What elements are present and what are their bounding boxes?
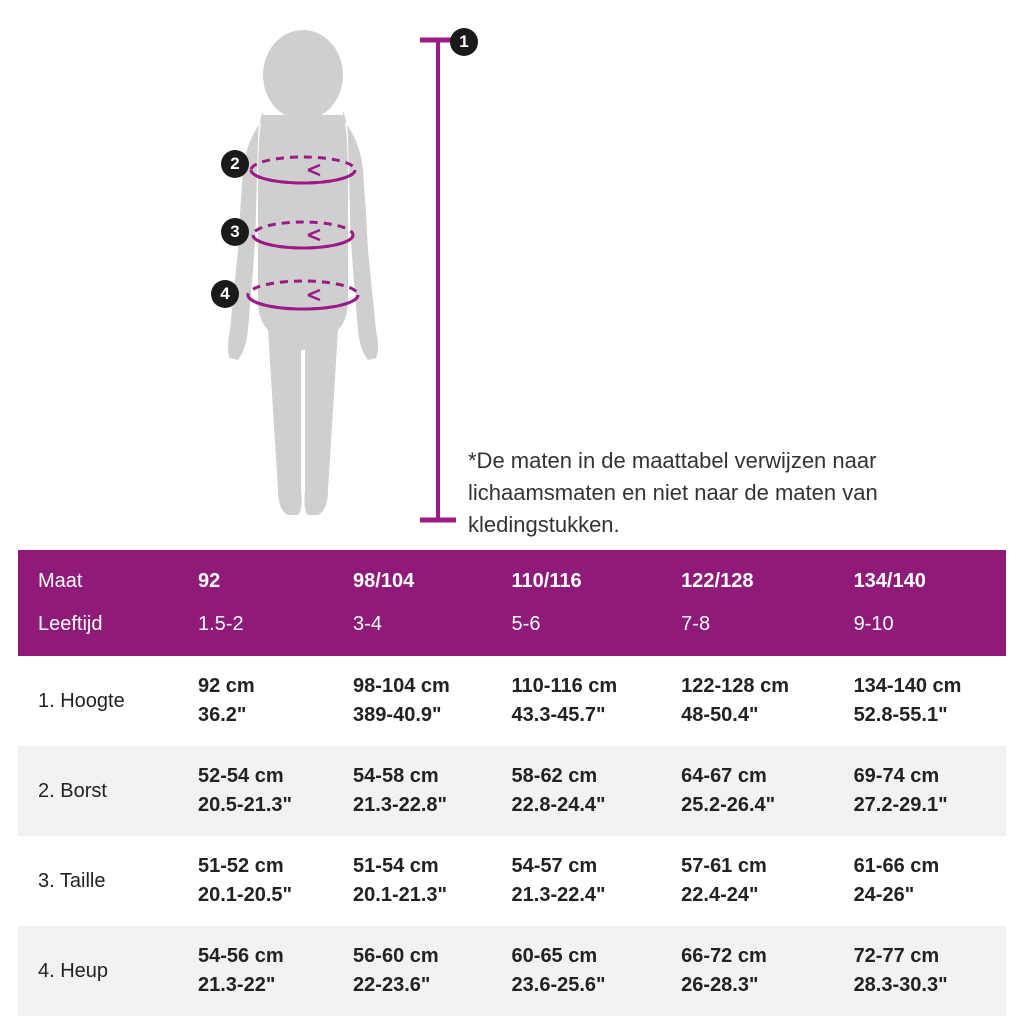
header-value: 5-6: [492, 603, 662, 656]
value-cm: 98-104 cm: [353, 672, 481, 701]
row-value: 134-140 cm52.8-55.1": [834, 656, 1006, 746]
value-in: 48-50.4": [681, 701, 823, 730]
row-label: 2. Borst: [18, 746, 178, 836]
value-cm: 122-128 cm: [681, 672, 823, 701]
row-value: 54-58 cm21.3-22.8": [333, 746, 491, 836]
value-cm: 54-58 cm: [353, 762, 481, 791]
value-in: 20.5-21.3": [198, 791, 323, 820]
value-in: 36.2": [198, 701, 323, 730]
row-value: 54-56 cm21.3-22": [178, 926, 333, 1016]
value-cm: 58-62 cm: [512, 762, 652, 791]
row-value: 58-62 cm22.8-24.4": [492, 746, 662, 836]
row-value: 110-116 cm43.3-45.7": [492, 656, 662, 746]
value-cm: 56-60 cm: [353, 942, 481, 971]
row-value: 52-54 cm20.5-21.3": [178, 746, 333, 836]
row-label: 3. Taille: [18, 836, 178, 926]
header-value: 122/128: [661, 550, 833, 603]
row-value: 51-54 cm20.1-21.3": [333, 836, 491, 926]
size-table: Maat9298/104110/116122/128134/140Leeftij…: [18, 550, 1006, 1016]
value-cm: 57-61 cm: [681, 852, 823, 881]
value-cm: 69-74 cm: [854, 762, 996, 791]
row-label: 4. Heup: [18, 926, 178, 1016]
row-value: 66-72 cm26-28.3": [661, 926, 833, 1016]
row-value: 122-128 cm48-50.4": [661, 656, 833, 746]
value-cm: 60-65 cm: [512, 942, 652, 971]
header-value: 3-4: [333, 603, 491, 656]
row-value: 98-104 cm389-40.9": [333, 656, 491, 746]
header-value: 7-8: [661, 603, 833, 656]
row-value: 57-61 cm22.4-24": [661, 836, 833, 926]
value-cm: 110-116 cm: [512, 672, 652, 701]
row-value: 69-74 cm27.2-29.1": [834, 746, 1006, 836]
table-row: 1. Hoogte92 cm36.2"98-104 cm389-40.9"110…: [18, 656, 1006, 746]
marker-2-badge: 2: [221, 150, 249, 178]
value-cm: 51-52 cm: [198, 852, 323, 881]
value-in: 27.2-29.1": [854, 791, 996, 820]
header-value: 110/116: [492, 550, 662, 603]
table-header-row: Leeftijd1.5-23-45-67-89-10: [18, 603, 1006, 656]
value-in: 22.4-24": [681, 881, 823, 910]
value-cm: 92 cm: [198, 672, 323, 701]
value-cm: 54-56 cm: [198, 942, 323, 971]
value-cm: 134-140 cm: [854, 672, 996, 701]
value-in: 20.1-20.5": [198, 881, 323, 910]
row-label: 1. Hoogte: [18, 656, 178, 746]
header-label: Leeftijd: [18, 603, 178, 656]
size-table-body: 1. Hoogte92 cm36.2"98-104 cm389-40.9"110…: [18, 656, 1006, 1016]
value-in: 24-26": [854, 881, 996, 910]
table-row: 4. Heup54-56 cm21.3-22"56-60 cm22-23.6"6…: [18, 926, 1006, 1016]
value-cm: 72-77 cm: [854, 942, 996, 971]
row-value: 51-52 cm20.1-20.5": [178, 836, 333, 926]
value-cm: 61-66 cm: [854, 852, 996, 881]
value-in: 26-28.3": [681, 971, 823, 1000]
footnote-text: *De maten in de maattabel verwijzen naar…: [468, 445, 888, 541]
child-silhouette: [208, 30, 398, 530]
value-in: 22-23.6": [353, 971, 481, 1000]
value-in: 43.3-45.7": [512, 701, 652, 730]
table-header-row: Maat9298/104110/116122/128134/140: [18, 550, 1006, 603]
header-value: 98/104: [333, 550, 491, 603]
height-measure-line: [418, 30, 458, 530]
value-cm: 52-54 cm: [198, 762, 323, 791]
row-value: 61-66 cm24-26": [834, 836, 1006, 926]
marker-1-badge: 1: [450, 28, 478, 56]
value-cm: 51-54 cm: [353, 852, 481, 881]
value-in: 389-40.9": [353, 701, 481, 730]
marker-4-badge: 4: [211, 280, 239, 308]
value-in: 25.2-26.4": [681, 791, 823, 820]
header-value: 92: [178, 550, 333, 603]
figure-area: 1 2 3 4: [18, 20, 468, 550]
table-row: 2. Borst52-54 cm20.5-21.3"54-58 cm21.3-2…: [18, 746, 1006, 836]
header-value: 134/140: [834, 550, 1006, 603]
value-in: 22.8-24.4": [512, 791, 652, 820]
figure-section: 1 2 3 4 *De maten in de maattabel verwij…: [18, 20, 1006, 550]
header-value: 1.5-2: [178, 603, 333, 656]
header-label: Maat: [18, 550, 178, 603]
value-in: 20.1-21.3": [353, 881, 481, 910]
value-in: 21.3-22": [198, 971, 323, 1000]
row-value: 56-60 cm22-23.6": [333, 926, 491, 1016]
row-value: 54-57 cm21.3-22.4": [492, 836, 662, 926]
table-row: 3. Taille51-52 cm20.1-20.5"51-54 cm20.1-…: [18, 836, 1006, 926]
row-value: 64-67 cm25.2-26.4": [661, 746, 833, 836]
value-cm: 66-72 cm: [681, 942, 823, 971]
value-in: 21.3-22.4": [512, 881, 652, 910]
header-value: 9-10: [834, 603, 1006, 656]
row-value: 92 cm36.2": [178, 656, 333, 746]
size-table-header: Maat9298/104110/116122/128134/140Leeftij…: [18, 550, 1006, 656]
row-value: 72-77 cm28.3-30.3": [834, 926, 1006, 1016]
value-in: 21.3-22.8": [353, 791, 481, 820]
value-in: 52.8-55.1": [854, 701, 996, 730]
marker-3-badge: 3: [221, 218, 249, 246]
value-cm: 64-67 cm: [681, 762, 823, 791]
value-cm: 54-57 cm: [512, 852, 652, 881]
value-in: 28.3-30.3": [854, 971, 996, 1000]
value-in: 23.6-25.6": [512, 971, 652, 1000]
row-value: 60-65 cm23.6-25.6": [492, 926, 662, 1016]
